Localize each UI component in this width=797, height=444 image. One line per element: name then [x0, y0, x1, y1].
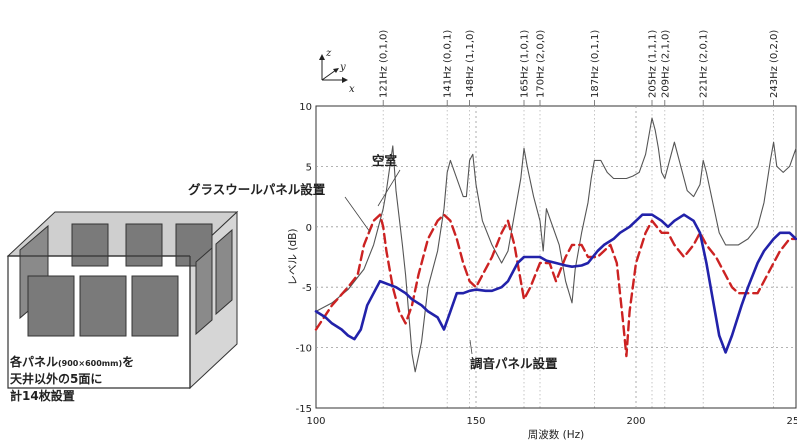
y-tick-label: 0	[306, 223, 312, 234]
y-tick-label: 10	[299, 102, 312, 113]
annotation-glasswool: グラスウールパネル設置	[188, 182, 326, 197]
caption-line1-a: 各パネル	[9, 354, 58, 369]
panel	[215, 228, 233, 316]
y-tick-label: -15	[296, 404, 312, 415]
caption-line2: 天井以外の5面に	[10, 371, 102, 386]
mode-label: 187Hz (0,1,1)	[590, 30, 601, 98]
series-line-1	[315, 117, 797, 373]
panel	[125, 223, 163, 267]
series-line-3	[314, 213, 797, 354]
caption-line1-b: を	[122, 355, 134, 369]
mode-labels: 121Hz (0,1,0) 141Hz (0,0,1) 148Hz (1,1,0) 1…	[379, 30, 780, 98]
room-illustration	[6, 210, 239, 390]
axis-x-label: x	[349, 84, 355, 95]
annotation-empty-room: 空室	[372, 153, 398, 168]
plot-area	[315, 105, 797, 409]
panel	[79, 275, 127, 337]
y-tick-label: -5	[302, 283, 312, 294]
caption-line3: 計14枚設置	[10, 388, 75, 403]
mode-label: 221Hz (2,0,1)	[699, 30, 710, 98]
x-tick-label: 100	[306, 416, 325, 427]
panel	[27, 275, 75, 337]
mode-lines	[382, 100, 774, 408]
x-tick-label: 150	[466, 416, 485, 427]
panel	[71, 223, 109, 267]
y-tick-label: 5	[306, 162, 312, 173]
mode-label: 170Hz (2,0,0)	[536, 30, 547, 98]
panel	[131, 275, 179, 337]
x-axis-title: 周波数 (Hz)	[528, 428, 584, 441]
axes-icon: z y x	[319, 48, 355, 95]
axis-z-label: z	[325, 48, 332, 59]
tick-labels: 100 150 200 250 -15 -10 -5 0 5 10	[296, 102, 797, 427]
y-axis-title: レベル (dB)	[287, 229, 299, 286]
annotation-tuning: 調音パネル設置	[470, 356, 558, 371]
series-group	[314, 117, 797, 373]
mode-label: 165Hz (1,0,1)	[520, 30, 531, 98]
svg-text:各パネル(900×600mm)を: 各パネル(900×600mm)を	[9, 354, 134, 369]
mode-label: 141Hz (0,0,1)	[443, 30, 454, 98]
axis-y-label: y	[339, 62, 346, 73]
mode-label: 121Hz (0,1,0)	[379, 30, 390, 98]
y-tick-label: -10	[296, 344, 312, 355]
grid	[316, 106, 796, 408]
mode-label: 209Hz (2,1,0)	[660, 30, 671, 98]
x-tick-label: 200	[626, 416, 645, 427]
mode-label: 205Hz (1,1,1)	[648, 30, 659, 98]
caption-line1-size: (900×600mm)	[58, 359, 122, 368]
annotations: 空室 グラスウールパネル設置 調音パネル設置	[188, 153, 558, 371]
x-tick-label: 250	[786, 416, 797, 427]
caption: 各パネル(900×600mm)を 天井以外の5面に 計14枚設置	[9, 354, 134, 403]
mode-label: 148Hz (1,1,0)	[465, 30, 476, 98]
mode-label: 243Hz (0,2,0)	[769, 30, 780, 98]
series-line-2	[314, 213, 797, 358]
panel	[195, 246, 213, 336]
